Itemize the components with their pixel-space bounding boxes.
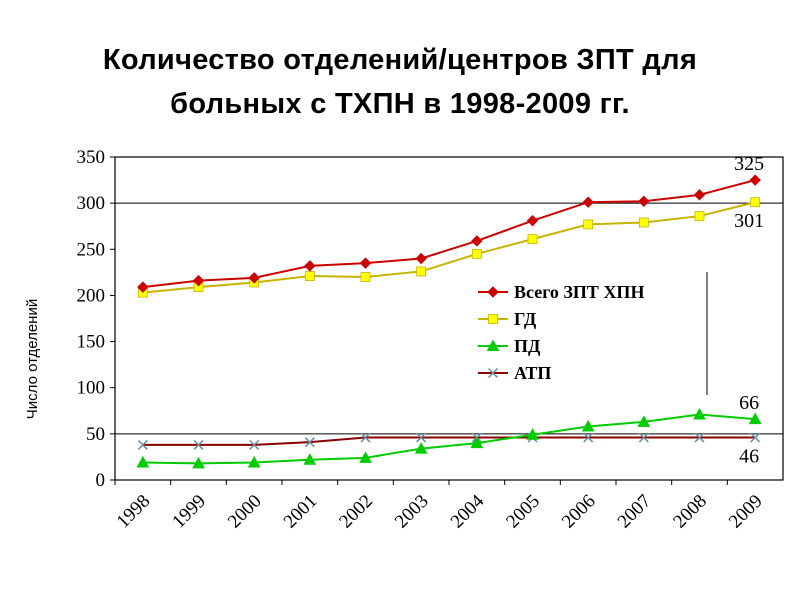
x-tick-label-7: 2005 [502, 491, 544, 533]
x-tick-label-0: 1998 [113, 491, 155, 533]
series-1-point-3 [304, 271, 315, 281]
series-0-point-0 [137, 281, 149, 293]
x-tick-label-3: 2001 [280, 491, 322, 533]
chart-title-line-1: Количество отделений/центров ЗПТ для [102, 44, 698, 76]
data-label-3: 46 [739, 446, 759, 468]
series-line-1 [142, 201, 756, 294]
x-tick-label-4: 2002 [335, 491, 377, 533]
series-line-2 [142, 413, 756, 465]
y-tick-label-6: 300 [77, 193, 106, 214]
legend-swatch-marker-0 [487, 286, 499, 298]
y-axis-title: Число отделений [24, 299, 41, 419]
legend-label-1: ГД [514, 309, 537, 329]
series-1-point-4 [360, 272, 371, 282]
series-line-3 [142, 436, 756, 446]
series-2-point-5 [414, 442, 428, 454]
series-2-point-10 [693, 407, 706, 420]
series-3-point-11 [750, 432, 761, 443]
series-0-point-8 [582, 196, 594, 208]
series-1-point-9 [638, 217, 649, 228]
legend-swatch-marker-3 [487, 367, 499, 379]
data-label-2: 66 [739, 392, 759, 414]
series-0-point-4 [359, 257, 372, 269]
chart-title: Количество отделений/центров ЗПТ для бол… [0, 38, 800, 126]
legend-label-3: АТП [514, 363, 551, 383]
series-0-point-1 [192, 274, 205, 287]
series-2-point-7 [526, 428, 539, 440]
x-tick-label-11: 2009 [725, 491, 767, 533]
series-3-point-2 [249, 439, 260, 450]
series-1-point-10 [694, 211, 705, 221]
series-3-point-5 [416, 432, 427, 443]
series-0-point-2 [248, 272, 260, 284]
y-tick-label-0: 0 [96, 470, 106, 491]
series-2-point-11 [748, 412, 762, 425]
x-tick-label-9: 2007 [614, 491, 656, 533]
x-tick-label-5: 2003 [391, 491, 433, 533]
series-3-point-3 [304, 437, 315, 448]
series-2-point-9 [637, 415, 651, 427]
series-0-point-11 [749, 174, 761, 186]
series-1-point-7 [527, 234, 538, 245]
series-0-point-5 [415, 252, 427, 265]
series-2-point-2 [247, 455, 261, 468]
x-tick-label-6: 2004 [447, 490, 489, 532]
legend-label-2: ПД [514, 336, 541, 356]
series-1-point-8 [583, 219, 594, 230]
x-tick-label-2: 2000 [224, 491, 266, 533]
y-tick-label-3: 150 [77, 332, 106, 353]
series-0-point-3 [304, 260, 316, 272]
plot-area [114, 156, 784, 481]
series-3-point-1 [193, 439, 204, 450]
legend-swatch-marker-2 [486, 339, 500, 351]
data-label-1: 301 [734, 210, 764, 232]
legend-label-0: Всего ЗПТ ХПН [514, 282, 644, 302]
data-label-0: 325 [734, 153, 764, 175]
series-3-point-8 [583, 432, 594, 443]
series-2-point-4 [359, 451, 372, 463]
y-tick-label-2: 100 [77, 378, 106, 399]
y-tick-label-7: 350 [77, 147, 106, 168]
y-tick-label-1: 50 [86, 424, 105, 445]
series-3-point-9 [638, 432, 649, 443]
series-3-point-4 [360, 432, 371, 443]
y-tick-label-4: 200 [77, 285, 106, 306]
x-tick-label-10: 2008 [669, 491, 711, 533]
legend-swatch-marker-1 [488, 314, 498, 324]
series-2-point-8 [581, 419, 595, 432]
series-1-point-11 [750, 197, 761, 208]
chart-title-line-2: больных с ТХПН в 1998-2009 гг. [170, 88, 630, 120]
series-3-point-10 [694, 432, 705, 443]
series-0-point-10 [693, 189, 706, 201]
series-line-0 [142, 179, 756, 289]
series-1-point-6 [471, 248, 482, 259]
series-2-point-3 [303, 453, 317, 465]
series-0-point-6 [471, 235, 483, 247]
series-2-point-6 [470, 436, 484, 449]
series-2-point-1 [192, 456, 205, 469]
series-3-point-0 [137, 439, 148, 450]
series-0-point-9 [638, 195, 650, 208]
y-tick-label-5: 250 [77, 239, 106, 260]
series-0-point-7 [526, 214, 539, 227]
series-2-point-0 [136, 455, 150, 468]
x-tick-label-1: 1999 [168, 491, 210, 533]
x-tick-label-8: 2006 [558, 491, 600, 533]
series-1-point-5 [416, 266, 427, 277]
